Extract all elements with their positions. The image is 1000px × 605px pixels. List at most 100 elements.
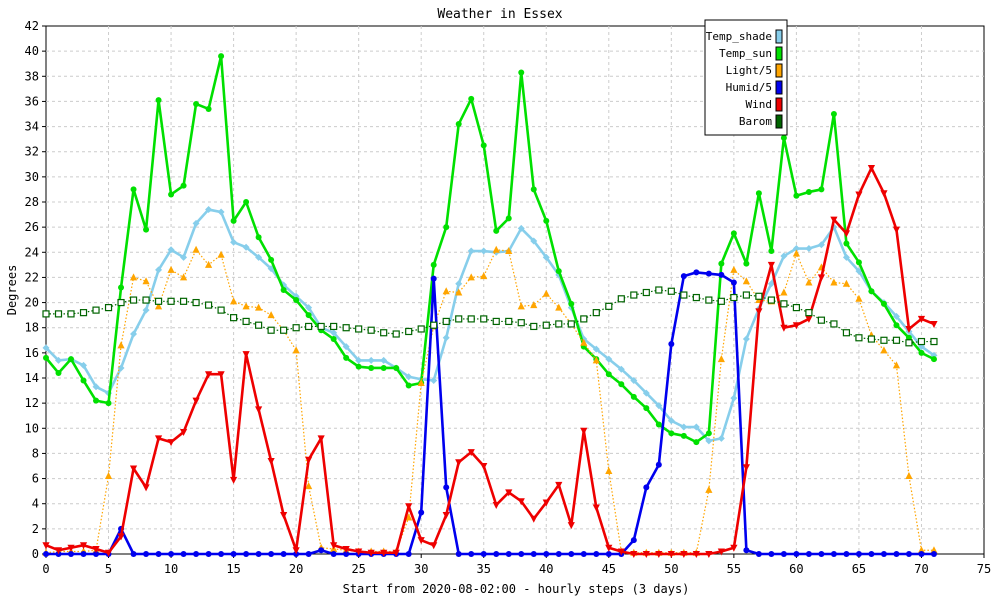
data-point	[930, 320, 938, 328]
data-point	[267, 311, 275, 319]
data-point	[280, 287, 287, 293]
data-point	[655, 421, 662, 428]
data-point	[92, 545, 100, 553]
data-point	[380, 356, 388, 364]
data-point	[630, 537, 637, 544]
data-point	[380, 364, 387, 371]
data-point	[717, 434, 725, 442]
y-axis-label: Degrees	[5, 265, 19, 316]
data-point	[855, 551, 862, 557]
data-point	[693, 269, 700, 276]
data-point	[742, 335, 750, 343]
data-point	[693, 439, 700, 446]
data-point	[154, 435, 163, 443]
data-point	[167, 297, 175, 305]
data-point	[868, 551, 875, 557]
data-point	[130, 186, 137, 193]
data-point	[218, 551, 225, 557]
data-point	[193, 551, 200, 557]
data-point	[255, 234, 262, 241]
data-point	[280, 551, 287, 557]
data-point	[230, 476, 238, 484]
data-point	[430, 377, 438, 385]
data-point	[192, 245, 200, 253]
data-point	[43, 354, 49, 361]
data-point	[417, 325, 425, 333]
data-point	[680, 551, 688, 558]
y-tick-label: 8	[32, 446, 39, 460]
legend-swatch	[775, 29, 783, 44]
data-point	[792, 304, 801, 312]
data-point	[555, 551, 562, 557]
data-point	[605, 371, 612, 378]
data-point	[155, 97, 162, 104]
data-point	[268, 256, 275, 263]
data-point	[917, 546, 926, 554]
data-point	[743, 260, 750, 267]
data-point	[54, 547, 63, 555]
series-humid-5	[43, 269, 937, 557]
data-point	[292, 324, 300, 332]
data-point	[517, 302, 525, 310]
data-point	[830, 320, 838, 328]
data-point	[405, 382, 412, 389]
data-point	[605, 551, 612, 557]
data-point	[880, 346, 888, 354]
data-point	[417, 379, 425, 387]
data-point	[543, 551, 550, 557]
data-point	[293, 297, 300, 304]
data-point	[267, 457, 275, 465]
data-point	[105, 400, 112, 407]
data-point	[542, 321, 550, 329]
data-point	[905, 472, 913, 480]
data-point	[705, 430, 712, 437]
data-point	[217, 371, 225, 379]
data-point	[518, 69, 525, 76]
y-tick-label: 36	[25, 94, 39, 108]
y-tick-label: 10	[25, 421, 39, 435]
data-point	[742, 291, 750, 299]
data-point	[193, 100, 200, 107]
data-point	[567, 522, 575, 530]
y-tick-label: 38	[25, 69, 39, 83]
data-point	[543, 217, 550, 224]
data-point	[342, 545, 350, 553]
chart-title: Weather in Essex	[437, 7, 562, 22]
data-point	[605, 467, 613, 475]
data-point	[680, 432, 687, 439]
data-point	[842, 253, 850, 261]
data-point	[217, 306, 225, 314]
data-point	[142, 277, 150, 285]
data-point	[467, 449, 475, 457]
data-point	[592, 504, 600, 512]
data-point	[230, 551, 237, 557]
data-point	[242, 302, 250, 310]
data-point	[380, 329, 388, 337]
data-point	[80, 551, 87, 557]
data-point	[305, 551, 312, 557]
data-point	[893, 551, 900, 557]
y-tick-label: 4	[32, 497, 39, 511]
data-point	[267, 326, 275, 334]
x-tick-label: 0	[42, 562, 49, 576]
data-point	[380, 549, 388, 557]
data-point	[917, 337, 926, 346]
data-point	[180, 253, 188, 261]
data-point	[493, 227, 500, 234]
data-point	[243, 551, 250, 557]
data-point	[455, 459, 463, 467]
data-point	[705, 296, 713, 304]
data-point	[268, 551, 275, 557]
data-point	[580, 427, 588, 435]
data-point	[343, 354, 350, 361]
data-point	[255, 303, 263, 311]
data-point	[692, 293, 700, 302]
data-point	[42, 344, 50, 352]
data-point	[880, 551, 887, 557]
y-tick-label: 28	[25, 195, 39, 209]
data-point	[605, 302, 613, 310]
data-point	[880, 300, 887, 307]
data-point	[255, 406, 263, 414]
x-axis-label: Start from 2020-08-02:00 - hourly steps …	[343, 582, 690, 596]
data-point	[217, 208, 225, 216]
